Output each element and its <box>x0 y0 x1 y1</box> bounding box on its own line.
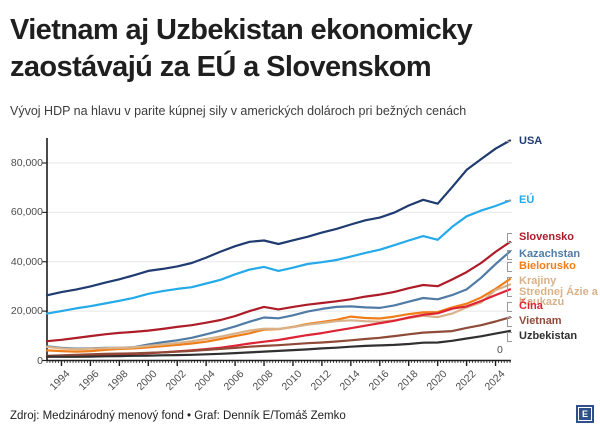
legend-label-slovensko: Slovensko <box>519 231 575 243</box>
legend-connector <box>507 332 512 342</box>
line-usa <box>45 139 512 297</box>
logo-letter: E <box>578 407 592 421</box>
legend-connector <box>507 317 512 327</box>
legend-label-usa: USA <box>519 135 543 147</box>
legend-connector <box>507 250 512 260</box>
y-tick-label: 20,000 <box>10 305 43 318</box>
legend-connector <box>507 302 512 312</box>
legend-label-krajiny-strednej-zie-a-kaukazu: Krajiny Strednej Ázie a Kaukazu <box>519 275 598 308</box>
right-zero-label: 0 <box>497 344 503 356</box>
legend-connector <box>507 233 512 243</box>
line-vietnam <box>45 316 512 357</box>
y-tick-label: 80,000 <box>10 157 43 169</box>
page-title: Vietnam aj Uzbekistan ekonomicky zaostáv… <box>10 14 473 83</box>
dennik-e-logo[interactable]: E <box>576 405 594 423</box>
y-tick-label: 40,000 <box>10 255 43 268</box>
legend-label-kazachstan: Kazachstan <box>519 248 581 260</box>
legend-connector <box>505 141 511 142</box>
legend-label-uzbekistan: Uzbekistan <box>519 330 578 342</box>
legend-label-vietnam: Vietnam <box>519 315 562 327</box>
legend-connector <box>507 262 512 272</box>
legend-connector <box>505 200 511 201</box>
y-tick-label: 0 <box>37 354 43 367</box>
line-e- <box>45 199 512 315</box>
legend-connector <box>507 277 512 297</box>
line-krajiny-strednej-zie-a-kaukazu <box>45 283 512 351</box>
source-note: Zdroj: Medzinárodný menový fond • Graf: … <box>10 410 346 422</box>
legend-label--na: Čína <box>519 300 543 312</box>
line-slovensko <box>45 240 512 343</box>
y-tick-label: 60,000 <box>10 206 43 219</box>
legend-label-e-: EÚ <box>519 194 535 206</box>
legend-label-bielorusko: Bielorusko <box>519 260 576 272</box>
line-uzbekistan <box>45 329 512 358</box>
page-subtitle: Vývoj HDP na hlavu v parite kúpnej sily … <box>10 104 467 118</box>
